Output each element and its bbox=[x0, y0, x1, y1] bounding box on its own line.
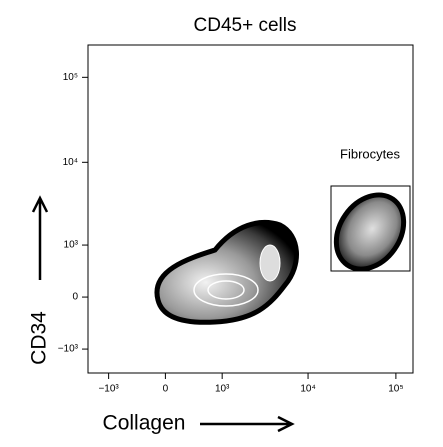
main-population bbox=[154, 219, 299, 325]
y-arrow bbox=[31, 195, 49, 280]
x-axis-label: Collagen bbox=[103, 412, 186, 435]
y-tick-label: 0 bbox=[72, 292, 78, 303]
plot-frame bbox=[87, 44, 414, 374]
y-axis-label: CD34 bbox=[28, 311, 51, 365]
y-tick-label: 10³ bbox=[64, 240, 79, 251]
fibrocyte-population bbox=[333, 192, 407, 272]
y-tick-label: 10⁵ bbox=[63, 72, 78, 83]
gate bbox=[330, 185, 411, 272]
gate-label: Fibrocytes bbox=[340, 146, 400, 161]
y-tick-label: −10³ bbox=[58, 344, 79, 355]
x-tick-label: 0 bbox=[163, 384, 169, 395]
chart-title: CD45+ cells bbox=[194, 15, 297, 36]
x-tick-label: 10⁴ bbox=[300, 384, 315, 395]
y-tick-label: 10⁴ bbox=[63, 157, 78, 168]
x-tick-label: 10⁵ bbox=[388, 384, 403, 395]
x-tick-label: −10³ bbox=[98, 384, 119, 395]
x-arrow bbox=[200, 415, 295, 433]
x-tick-label: 10³ bbox=[215, 384, 230, 395]
